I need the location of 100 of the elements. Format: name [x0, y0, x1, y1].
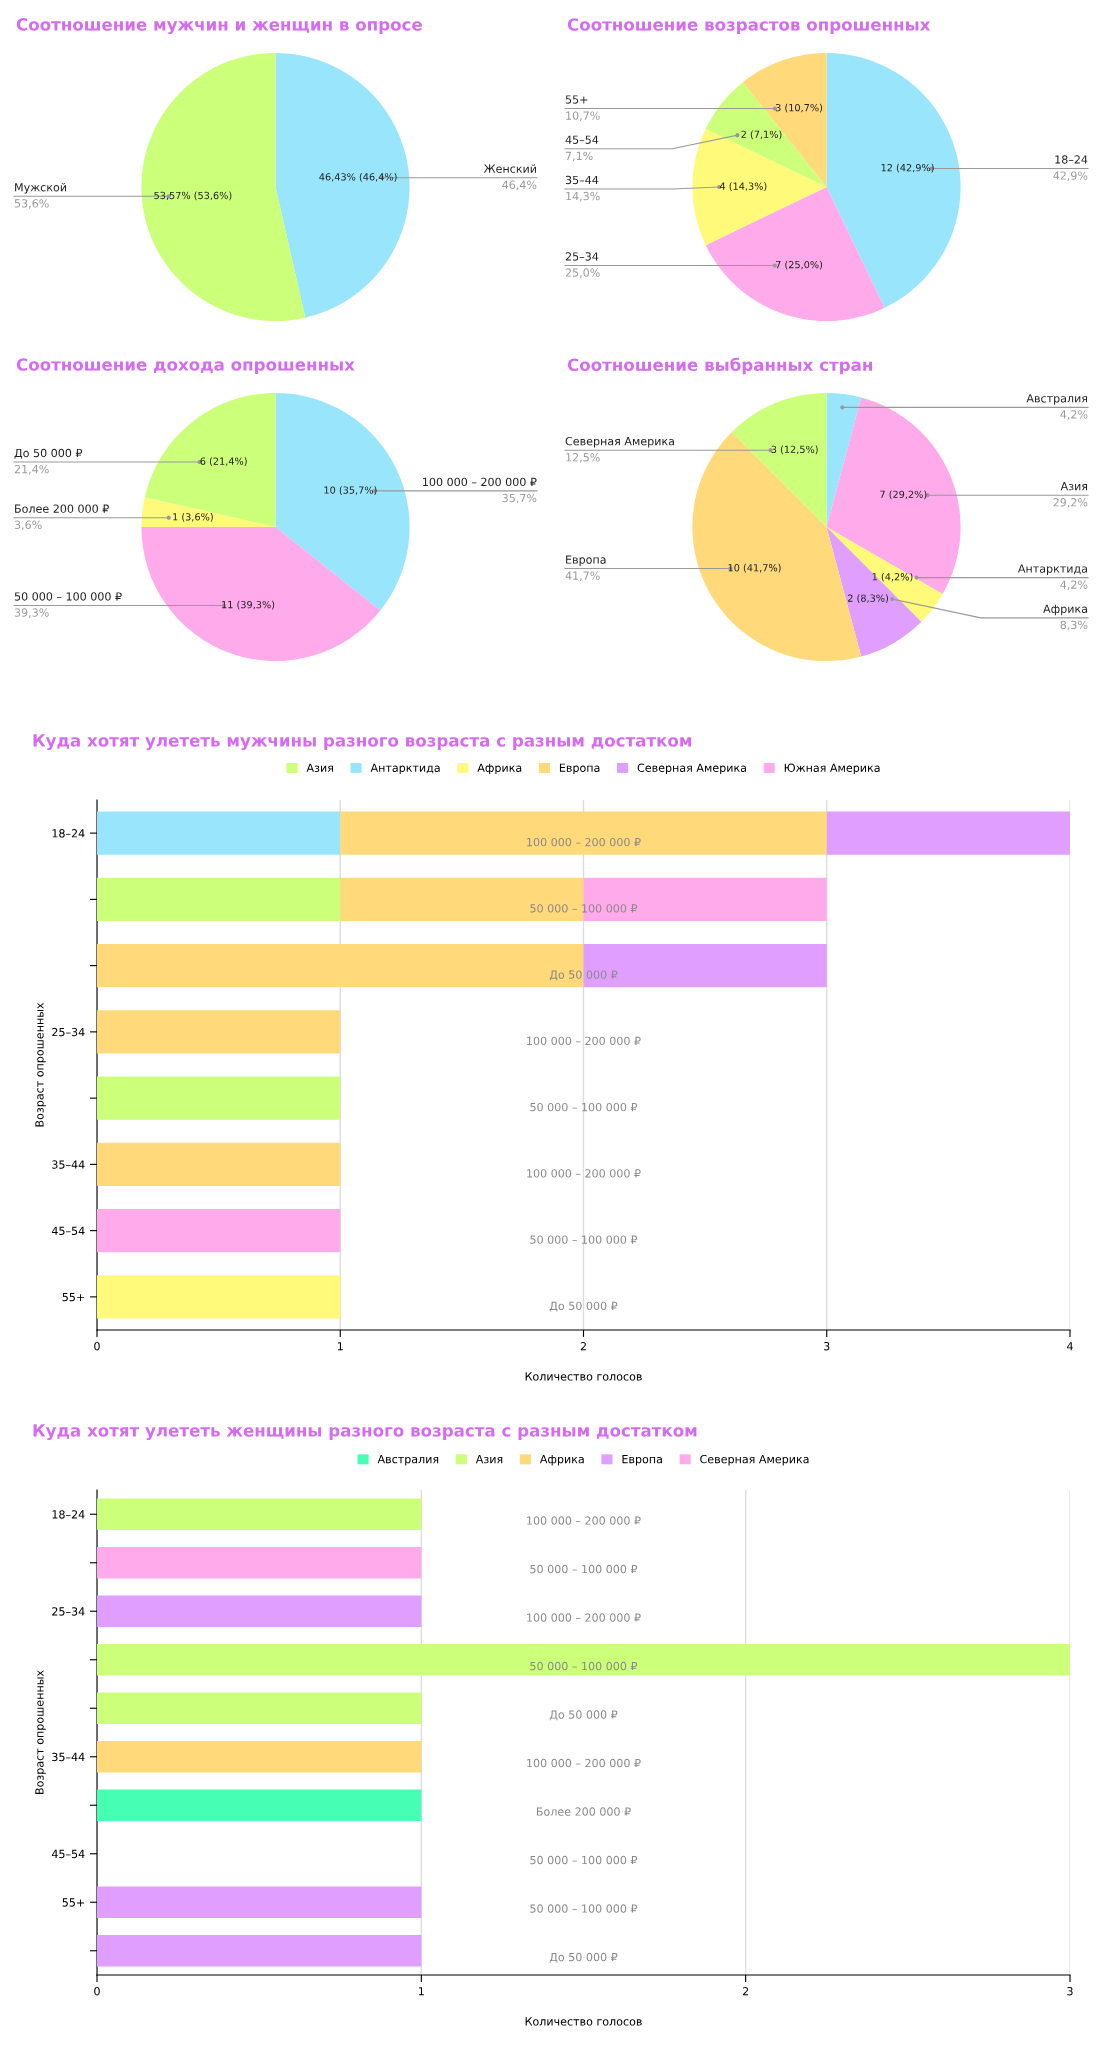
text: 42,9% [1053, 171, 1088, 181]
y-tick-label: 35–44 [52, 1160, 85, 1169]
data-label: 1 (3,6%) [173, 513, 213, 522]
bar [97, 944, 584, 988]
annotation: 100 000 – 200 000 ₽ [527, 1613, 641, 1622]
slice-label: 50 000 – 100 000 ₽ [14, 592, 122, 601]
annotation: До 50 000 ₽ [549, 1952, 618, 1963]
y-tick-label: 25–34 [52, 1027, 85, 1037]
y-tick-label: 18–24 [52, 829, 85, 838]
y-tick-label: 18–24 [52, 1510, 85, 1519]
text: 29,2% [1053, 498, 1088, 508]
annotation: Более 200 000 ₽ [536, 1807, 631, 1816]
pie-slice [692, 128, 827, 246]
y-axis-title: Возраст опрошенных [35, 1002, 46, 1127]
y-tick-label: 35–44 [52, 1752, 85, 1762]
annotation: До 50 000 ₽ [549, 1710, 618, 1721]
text: 8,3% [1060, 620, 1088, 631]
slice-label: 100 000 – 200 000 ₽ [423, 477, 537, 487]
chart-title: Соотношение возрастов опрошенных [567, 18, 931, 35]
text: 4,2% [1060, 410, 1088, 420]
annotation: 100 000 – 200 000 ₽ [527, 1169, 641, 1178]
slice-label: 25–34 [565, 252, 599, 261]
chart-title: Соотношение мужчин и женщин в опросе [16, 18, 422, 35]
legend-label: Африка [539, 1455, 584, 1466]
bar [583, 944, 827, 988]
data-label: 53,57% (53,6%) [154, 191, 232, 201]
x-tick-label: 0 [94, 1987, 100, 1996]
legend-label: Северная Америка [700, 1454, 809, 1466]
data-label: 10 (35,7%) [324, 486, 377, 495]
bar [97, 811, 341, 855]
pie-slice [731, 392, 827, 527]
pie-slice [826, 527, 922, 657]
data-label: 1 (4,2%) [872, 572, 913, 582]
legend-label: Северная Америка [637, 763, 746, 775]
annotation: 100 000 – 200 000 ₽ [527, 1036, 641, 1046]
pie-slice [144, 392, 276, 527]
text: 35,7% [502, 493, 537, 504]
slice-label: Австралия [1026, 394, 1088, 405]
annotation: 50 000 – 100 000 ₽ [530, 1235, 638, 1244]
legend-label: Азия [306, 763, 333, 772]
x-tick-label: 2 [580, 1342, 586, 1351]
data-label: 46,43% (46,4%) [319, 173, 397, 182]
text: 7,1% [565, 151, 593, 162]
annotation: 50 000 – 100 000 ₽ [530, 1564, 638, 1574]
bar [97, 1076, 341, 1120]
x-axis-title: Количество голосов [525, 1372, 642, 1381]
y-tick-label: 55+ [62, 1898, 85, 1907]
annotation: 50 000 – 100 000 ₽ [530, 1661, 638, 1671]
legend-label: Европа [559, 763, 600, 775]
pie-slice [826, 397, 961, 595]
data-label: 7 (29,2%) [880, 490, 927, 500]
legend-label: Африка [477, 763, 522, 775]
y-axis-title: Возраст опрошенных [35, 1670, 46, 1794]
slice-label: 45–54 [565, 135, 599, 144]
annotation: 100 000 – 200 000 ₽ [527, 1516, 641, 1525]
data-label: 11 (39,3%) [222, 600, 275, 610]
slice-label: 18–24 [1055, 155, 1088, 164]
y-tick-label: 45–54 [51, 1226, 85, 1235]
slice-label: Африка [1043, 604, 1087, 616]
slice-label: Мужской [15, 182, 67, 194]
slice-label: Женский [483, 164, 536, 173]
annotation: До 50 000 ₽ [549, 1301, 618, 1312]
text: 4,2% [1060, 580, 1088, 591]
bar [826, 811, 1070, 855]
text: 3,6% [14, 520, 42, 531]
bar [97, 877, 341, 921]
chart-title: Соотношение дохода опрошенных [16, 358, 355, 375]
x-tick-label: 0 [94, 1342, 100, 1351]
chart-title: Куда хотят улететь мужчины разного возраста с разным достатком [33, 734, 692, 751]
x-tick-label: 3 [824, 1342, 830, 1351]
text: 53,6% [14, 199, 49, 209]
data-label: 4 (14,3%) [719, 182, 767, 191]
legend-label: Антарктида [370, 763, 440, 775]
data-label: 3 (12,5%) [771, 445, 818, 455]
text: 25,0% [565, 268, 600, 278]
y-tick-label: 45–54 [51, 1849, 85, 1859]
chart-title: Куда хотят улететь женщины разного возраста с разным достатком [33, 1424, 697, 1441]
annotation: 50 000 – 100 000 ₽ [530, 1904, 638, 1913]
bar [340, 877, 584, 921]
pie-slice [141, 527, 381, 662]
data-label: 6 (21,4%) [200, 457, 247, 466]
x-axis-title: Количество голосов [525, 2017, 642, 2026]
x-tick-label: 1 [419, 1987, 424, 1996]
x-tick-label: 2 [742, 1987, 749, 1996]
annotation: 50 000 – 100 000 ₽ [530, 1855, 638, 1865]
pie-slice [275, 392, 410, 611]
pie-slice [826, 527, 943, 622]
data-label: 7 (25,0%) [775, 260, 823, 270]
chart-title: Соотношение выбранных стран [567, 357, 872, 375]
slice-label: Более 200 000 ₽ [15, 504, 109, 513]
legend-label: Австралия [377, 1455, 439, 1466]
y-tick-label: 55+ [62, 1293, 85, 1302]
slice-label: Антарктида [1017, 564, 1087, 575]
data-label: 3 (10,7%) [775, 103, 823, 113]
text: 14,3% [566, 191, 600, 202]
bar [97, 1142, 341, 1186]
bar [340, 811, 827, 855]
text: 21,4% [14, 464, 49, 475]
text: 41,7% [565, 571, 600, 581]
x-tick-label: 1 [337, 1342, 343, 1351]
